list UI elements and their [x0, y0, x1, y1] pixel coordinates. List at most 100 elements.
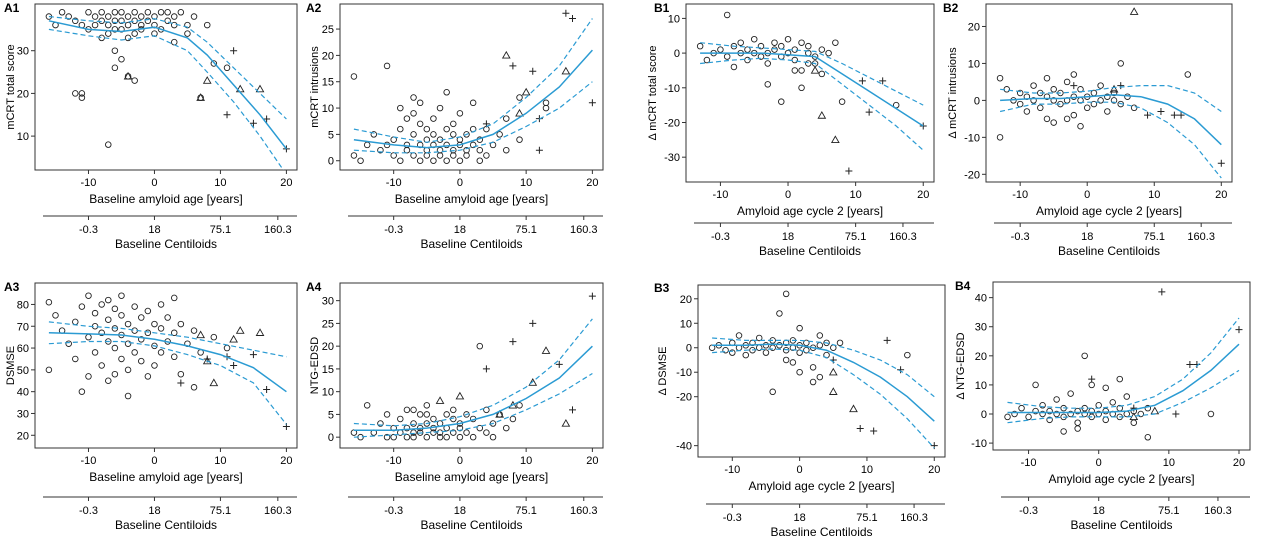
circle-point — [1023, 108, 1031, 115]
y-tick-label: 10 — [975, 380, 987, 392]
circle-point — [105, 141, 112, 148]
circle-point — [91, 13, 99, 20]
circle-point — [52, 312, 59, 319]
circle-point — [750, 35, 758, 43]
y-tick-label: -20 — [676, 392, 692, 404]
circle-point — [703, 56, 711, 64]
circle-point — [1053, 396, 1060, 403]
plot-frame — [34, 282, 298, 449]
circle-point — [816, 332, 824, 339]
circle-point — [778, 98, 785, 105]
y-tick-label: 40 — [17, 387, 29, 399]
circle-point — [85, 333, 92, 341]
panel-b4: B4 -10 0 10 20 30 40 -10 0 10 20 Δ NTG-EDSD Amyloid … — [955, 279, 1251, 532]
circle-point — [98, 17, 105, 25]
circle-point — [816, 342, 824, 349]
y-tick-label: 0 — [974, 95, 980, 107]
circle-point — [370, 131, 378, 138]
circle-point — [1043, 115, 1051, 123]
panel-label: B3 — [654, 281, 670, 295]
triangle-point — [810, 65, 820, 74]
circle-point — [72, 90, 79, 97]
centiloid-axis-label: Baseline Centiloids — [759, 244, 861, 258]
circle-point — [776, 342, 783, 349]
lower-confidence-band — [353, 81, 593, 154]
plot-area — [350, 292, 596, 441]
circle-point — [223, 64, 231, 72]
circle-point — [164, 9, 171, 16]
plus-point — [230, 362, 238, 369]
centiloid-tick-label: -0.3 — [79, 505, 98, 517]
panel-label: A4 — [306, 280, 322, 294]
circle-point — [430, 415, 437, 423]
circle-point — [489, 433, 497, 441]
lower-confidence-band — [48, 340, 287, 425]
x-axis-label: Amyloid age cycle 2 [years] — [1048, 472, 1194, 486]
plot-frame — [697, 284, 946, 458]
circle-point — [1110, 97, 1118, 104]
circle-point — [157, 349, 165, 356]
panel-b3: B3 -40 -20 -10 0 10 20 -10 0 10 20 Δ DSMSE Amyloid a… — [654, 281, 946, 539]
circle-point — [416, 157, 424, 164]
circle-point — [450, 131, 457, 138]
plot-frame — [985, 3, 1233, 183]
circle-point — [210, 60, 218, 67]
circle-point — [776, 310, 783, 317]
circle-point — [65, 13, 72, 20]
circle-point — [1063, 115, 1071, 123]
circle-point — [45, 299, 53, 306]
circle-point — [410, 433, 417, 441]
circle-point — [744, 56, 751, 64]
circle-point — [397, 415, 404, 423]
circle-point — [131, 9, 138, 16]
y-tick-label: 25 — [322, 24, 334, 36]
circle-point — [190, 384, 198, 391]
circle-point — [98, 362, 105, 369]
circle-point — [503, 115, 510, 122]
circle-point — [762, 349, 770, 356]
triangle-point — [817, 111, 827, 119]
circle-point — [483, 152, 490, 159]
circle-point — [1030, 82, 1037, 89]
circle-point — [157, 26, 165, 33]
centiloid-tick-label: -0.3 — [723, 512, 742, 524]
circle-point — [483, 429, 490, 436]
circle-point — [58, 9, 66, 16]
plot-area — [45, 292, 290, 431]
circle-point — [124, 34, 132, 42]
circle-point — [764, 81, 771, 88]
circle-point — [144, 9, 152, 16]
circle-point — [1011, 410, 1018, 418]
panel-a3: A3 20 30 40 50 60 70 80 -10 0 10 20 DSMSE Baseline am… — [4, 280, 298, 532]
y-tick-label: -10 — [676, 367, 692, 379]
circle-point — [708, 344, 716, 351]
circle-point — [377, 146, 384, 154]
y-tick-label: 25 — [322, 318, 334, 330]
y-tick-label: 60 — [17, 343, 29, 355]
x-tick-label: 0 — [457, 455, 463, 467]
circle-point — [383, 62, 391, 70]
circle-point — [782, 290, 790, 298]
y-axis-label: Δ mCRT intrusions — [947, 47, 959, 139]
triangle-point — [521, 87, 531, 96]
plot-frame — [339, 282, 604, 449]
circle-point — [729, 349, 736, 356]
circle-point — [496, 131, 503, 138]
x-tick-label: 10 — [1163, 457, 1175, 469]
circle-point — [124, 13, 132, 20]
circle-point — [1046, 416, 1053, 424]
panel-label: A3 — [4, 280, 20, 294]
triangle-point — [229, 334, 238, 343]
plus-point — [919, 122, 927, 130]
triangle-point — [495, 409, 505, 418]
plus-point — [529, 319, 537, 327]
circle-point — [410, 420, 417, 427]
circle-point — [463, 411, 470, 418]
circle-point — [769, 344, 776, 351]
circle-point — [1137, 410, 1145, 418]
circle-point — [397, 125, 404, 133]
y-tick-label: -20 — [664, 117, 680, 129]
lower-confidence-band — [712, 348, 935, 449]
circle-point — [157, 325, 165, 332]
